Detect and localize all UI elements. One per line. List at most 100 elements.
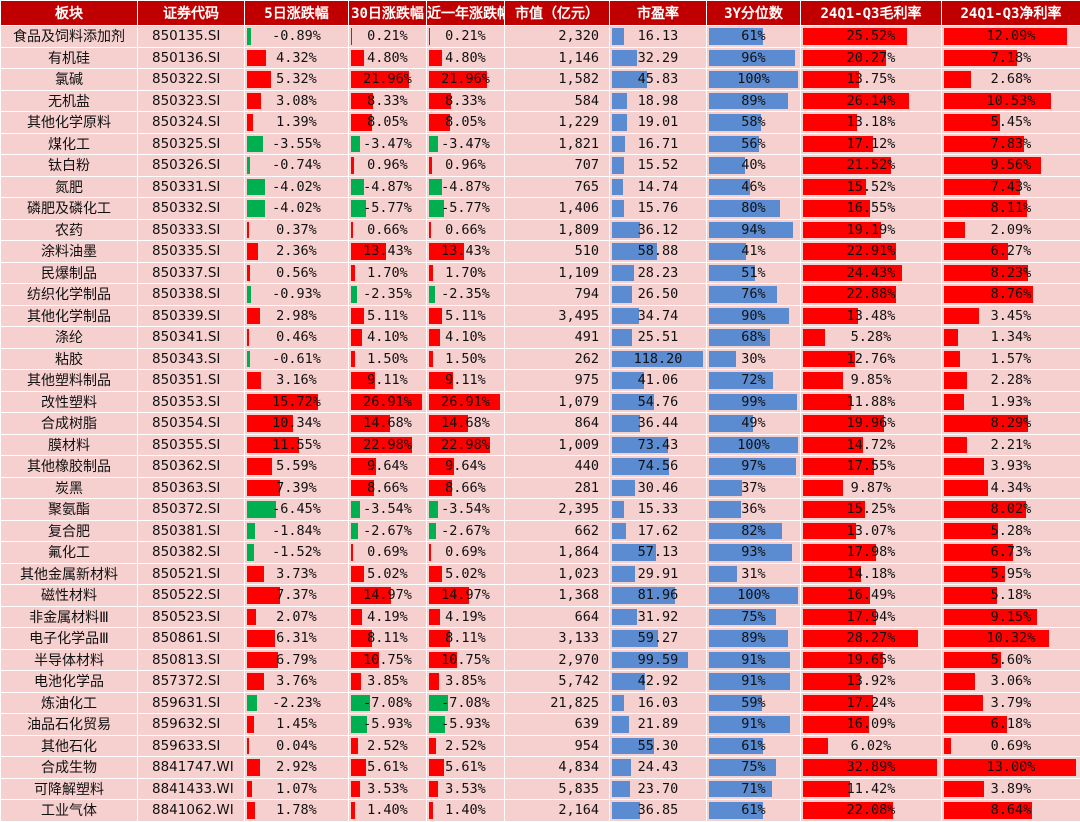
cell-3y-percentile: 75%: [707, 606, 801, 628]
cell-3y-percentile: 91%: [707, 671, 801, 693]
cell-pe-value: 45.83: [610, 71, 706, 87]
cell-net-margin-value: 2.21%: [942, 437, 1080, 453]
cell-market-cap: 639: [505, 714, 610, 736]
cell-5d-change: -0.93%: [245, 284, 349, 306]
cell-code: 850338.SI: [138, 284, 245, 306]
cell-gross-margin-value: 19.19%: [801, 222, 941, 238]
cell-3y-percentile: 58%: [707, 112, 801, 134]
cell-pe-value: 58.88: [610, 243, 706, 259]
cell-3y-percentile-value: 76%: [707, 286, 800, 302]
cell-1y-change-value: 0.66%: [427, 222, 504, 238]
cell-1y-change-value: 4.19%: [427, 609, 504, 625]
cell-net-margin-value: 7.83%: [942, 136, 1080, 152]
cell-5d-change-value: -4.02%: [245, 179, 348, 195]
cell-net-margin: 8.11%: [942, 198, 1080, 220]
cell-1y-change-value: 26.91%: [427, 394, 504, 410]
cell-3y-percentile: 100%: [707, 585, 801, 607]
cell-market-cap: 1,582: [505, 69, 610, 91]
header-row: 板块 证券代码 5日涨跌幅 30日涨跌幅 近一年涨跌幅 市值（亿元） 市盈率 3…: [1, 1, 1080, 26]
cell-gross-margin: 14.72%: [801, 434, 942, 456]
cell-1y-change-value: 9.11%: [427, 372, 504, 388]
cell-net-margin-value: 1.34%: [942, 329, 1080, 345]
cell-5d-change-value: 2.07%: [245, 609, 348, 625]
cell-pe: 81.96: [610, 585, 707, 607]
cell-pe: 118.20: [610, 348, 707, 370]
cell-sector: 磁性材料: [1, 585, 138, 607]
cell-30d-change: 4.10%: [349, 327, 427, 349]
cell-30d-change-value: -2.67%: [349, 523, 426, 539]
cell-code: 850333.SI: [138, 219, 245, 241]
cell-30d-change-value: 9.11%: [349, 372, 426, 388]
cell-pe-value: 18.98: [610, 93, 706, 109]
cell-net-margin-value: 5.60%: [942, 652, 1080, 668]
cell-30d-change-value: -3.47%: [349, 136, 426, 152]
cell-5d-change-value: -4.02%: [245, 200, 348, 216]
cell-30d-change-value: 8.33%: [349, 93, 426, 109]
cell-1y-change-value: 1.40%: [427, 802, 504, 818]
cell-pe-value: 36.12: [610, 222, 706, 238]
cell-sector: 涂料油墨: [1, 241, 138, 263]
cell-pe: 23.70: [610, 778, 707, 800]
cell-3y-percentile: 93%: [707, 542, 801, 564]
cell-1y-change-value: 0.96%: [427, 157, 504, 173]
cell-net-margin: 5.60%: [942, 649, 1080, 671]
cell-5d-change-value: 1.45%: [245, 716, 348, 732]
cell-market-cap: 975: [505, 370, 610, 392]
cell-market-cap: 1,023: [505, 563, 610, 585]
cell-net-margin-value: 12.09%: [942, 28, 1080, 44]
cell-30d-change: 3.53%: [349, 778, 427, 800]
cell-gross-margin-value: 12.76%: [801, 351, 941, 367]
cell-1y-change: 14.68%: [427, 413, 505, 435]
cell-code: 8841747.WI: [138, 757, 245, 779]
cell-5d-change-value: 1.78%: [245, 802, 348, 818]
cell-gross-margin: 32.89%: [801, 757, 942, 779]
cell-gross-margin: 28.27%: [801, 628, 942, 650]
cell-1y-change-value: 5.02%: [427, 566, 504, 582]
cell-1y-change: -5.93%: [427, 714, 505, 736]
cell-gross-margin-value: 32.89%: [801, 759, 941, 775]
cell-market-cap: 1,406: [505, 198, 610, 220]
cell-pe: 74.56: [610, 456, 707, 478]
cell-3y-percentile-value: 96%: [707, 50, 800, 66]
cell-gross-margin: 17.24%: [801, 692, 942, 714]
cell-net-margin: 1.34%: [942, 327, 1080, 349]
cell-gross-margin-value: 28.27%: [801, 630, 941, 646]
cell-gross-margin-value: 26.14%: [801, 93, 941, 109]
col-header-3y-percentile: 3Y分位数: [707, 1, 801, 26]
cell-3y-percentile-value: 75%: [707, 609, 800, 625]
cell-1y-change: 8.11%: [427, 628, 505, 650]
cell-30d-change-value: 14.97%: [349, 587, 426, 603]
cell-1y-change: 0.69%: [427, 542, 505, 564]
cell-code: 857372.SI: [138, 671, 245, 693]
cell-3y-percentile-value: 40%: [707, 157, 800, 173]
cell-1y-change: -3.47%: [427, 133, 505, 155]
cell-1y-change: 1.40%: [427, 800, 505, 822]
cell-gross-margin: 19.19%: [801, 219, 942, 241]
cell-sector: 电池化学品: [1, 671, 138, 693]
cell-code: 850339.SI: [138, 305, 245, 327]
cell-net-margin: 5.28%: [942, 520, 1080, 542]
cell-pe-value: 41.06: [610, 372, 706, 388]
cell-1y-change-value: 8.66%: [427, 480, 504, 496]
cell-gross-margin-value: 19.65%: [801, 652, 941, 668]
cell-30d-change: 3.85%: [349, 671, 427, 693]
cell-5d-change: -4.02%: [245, 176, 349, 198]
cell-3y-percentile-value: 100%: [707, 71, 800, 87]
cell-market-cap: 864: [505, 413, 610, 435]
cell-net-margin-value: 2.09%: [942, 222, 1080, 238]
cell-net-margin-value: 5.95%: [942, 566, 1080, 582]
cell-sector: 钛白粉: [1, 155, 138, 177]
cell-net-margin-value: 2.28%: [942, 372, 1080, 388]
cell-net-margin-value: 13.00%: [942, 759, 1080, 775]
cell-pe-value: 36.44: [610, 415, 706, 431]
cell-3y-percentile: 41%: [707, 241, 801, 263]
cell-3y-percentile-value: 71%: [707, 781, 800, 797]
cell-market-cap: 1,009: [505, 434, 610, 456]
cell-5d-change-value: 2.98%: [245, 308, 348, 324]
cell-pe-value: 34.74: [610, 308, 706, 324]
